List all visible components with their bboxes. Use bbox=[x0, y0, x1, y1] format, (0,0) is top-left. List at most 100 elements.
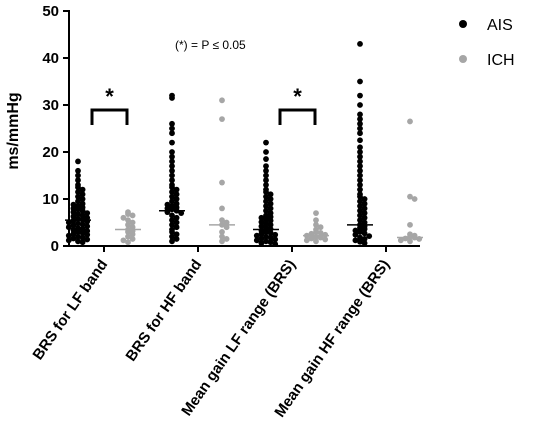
data-point-ais bbox=[75, 189, 81, 195]
data-point-ais bbox=[75, 238, 81, 245]
data-point-ais bbox=[357, 149, 363, 155]
data-point-ais bbox=[366, 233, 373, 240]
data-point-ais bbox=[173, 186, 180, 193]
data-point-ais bbox=[263, 167, 269, 174]
data-point-ais bbox=[169, 130, 175, 137]
data-point-ais bbox=[75, 220, 81, 227]
data-point-ais bbox=[84, 210, 91, 217]
data-point-ais bbox=[258, 219, 265, 225]
data-point-ich bbox=[313, 238, 319, 245]
data-point-ich bbox=[223, 224, 230, 231]
data-point-ich bbox=[397, 237, 404, 244]
data-point-ais bbox=[258, 223, 265, 230]
data-point-ais bbox=[263, 177, 269, 184]
data-point-ais bbox=[258, 235, 265, 242]
data-point-ich bbox=[125, 233, 131, 240]
data-point-ais bbox=[263, 233, 269, 240]
data-point-ais bbox=[357, 172, 363, 179]
data-point-ais bbox=[263, 172, 269, 179]
data-point-ich bbox=[219, 205, 225, 212]
data-point-ais bbox=[263, 149, 269, 155]
data-point-ais bbox=[361, 205, 368, 212]
data-point-ais bbox=[361, 210, 368, 217]
data-point-ais bbox=[357, 78, 363, 85]
data-point-ais bbox=[75, 177, 81, 184]
x-category-label: BRS for HF band bbox=[123, 257, 206, 365]
data-point-ais bbox=[357, 234, 363, 241]
data-point-ich bbox=[219, 233, 225, 240]
data-point-ich bbox=[313, 229, 319, 235]
data-point-ais bbox=[169, 193, 175, 200]
y-tick-label: 0 bbox=[51, 238, 59, 255]
data-point-ais bbox=[75, 167, 81, 174]
data-point-ais bbox=[267, 191, 274, 198]
data-point-ais bbox=[263, 238, 269, 245]
data-point-ais bbox=[169, 95, 175, 101]
data-point-ais bbox=[357, 137, 363, 144]
data-point-ais bbox=[263, 229, 269, 235]
data-point-ich bbox=[322, 236, 329, 243]
data-point-ais bbox=[263, 163, 269, 170]
data-point-ich bbox=[129, 219, 136, 226]
y-tick-label: 30 bbox=[42, 97, 59, 114]
median-lines bbox=[65, 210, 423, 239]
data-point-ais bbox=[169, 184, 175, 191]
y-axis: 0 10 20 30 40 50 bbox=[42, 3, 70, 255]
data-point-ais bbox=[357, 207, 363, 214]
data-point-ais bbox=[357, 177, 363, 184]
data-point-ich bbox=[219, 217, 225, 224]
data-point-ais bbox=[79, 191, 86, 198]
data-point-ais bbox=[357, 125, 363, 132]
data-point-ais bbox=[361, 230, 368, 237]
data-point-ich bbox=[308, 235, 315, 242]
legend-label-ich: ICH bbox=[487, 52, 515, 69]
legend: AIS ICH bbox=[459, 17, 515, 69]
significance-star: * bbox=[105, 84, 114, 109]
data-point-ais bbox=[75, 172, 81, 179]
data-point-ich bbox=[219, 116, 225, 122]
x-category-label: Mean gain LF range (BRS) bbox=[178, 257, 299, 420]
data-point-ais bbox=[357, 116, 363, 122]
data-points bbox=[65, 41, 423, 248]
data-point-ich bbox=[407, 193, 413, 200]
data-point-ais bbox=[263, 207, 269, 214]
data-point-ich bbox=[223, 236, 230, 242]
data-point-ais bbox=[352, 237, 359, 244]
data-point-ais bbox=[267, 229, 274, 236]
data-point-ais bbox=[267, 196, 274, 202]
data-point-ais bbox=[352, 227, 359, 234]
significance-star: * bbox=[293, 84, 302, 109]
data-point-ais bbox=[361, 196, 368, 202]
data-point-ais bbox=[357, 186, 363, 193]
data-point-ais bbox=[75, 233, 81, 240]
data-point-ais bbox=[357, 92, 363, 99]
data-point-ais bbox=[357, 212, 363, 219]
data-point-ais bbox=[361, 214, 368, 221]
data-point-ais bbox=[253, 237, 260, 244]
data-point-ais bbox=[169, 153, 175, 160]
data-point-ais bbox=[361, 236, 368, 242]
data-point-ais bbox=[357, 217, 363, 224]
data-point-ais bbox=[258, 230, 265, 237]
data-point-ais bbox=[263, 198, 269, 205]
data-point-ais bbox=[253, 232, 260, 239]
data-point-ich bbox=[317, 229, 324, 236]
y-tick-label: 10 bbox=[42, 191, 59, 208]
data-point-ais bbox=[263, 189, 269, 195]
data-point-ais bbox=[75, 193, 81, 200]
data-point-ais bbox=[79, 212, 86, 219]
data-point-ais bbox=[169, 198, 175, 205]
data-point-ais bbox=[263, 220, 269, 227]
y-tick-label: 40 bbox=[42, 50, 59, 67]
data-point-ich bbox=[303, 237, 310, 244]
data-point-ais bbox=[79, 196, 86, 202]
data-point-ais bbox=[272, 236, 279, 243]
data-point-ich bbox=[411, 196, 418, 202]
data-point-ich bbox=[219, 179, 225, 186]
data-point-ais bbox=[357, 120, 363, 127]
data-point-ais bbox=[357, 153, 363, 160]
data-point-ais bbox=[173, 214, 180, 221]
data-point-ich bbox=[407, 238, 413, 245]
data-point-ich bbox=[219, 238, 225, 245]
